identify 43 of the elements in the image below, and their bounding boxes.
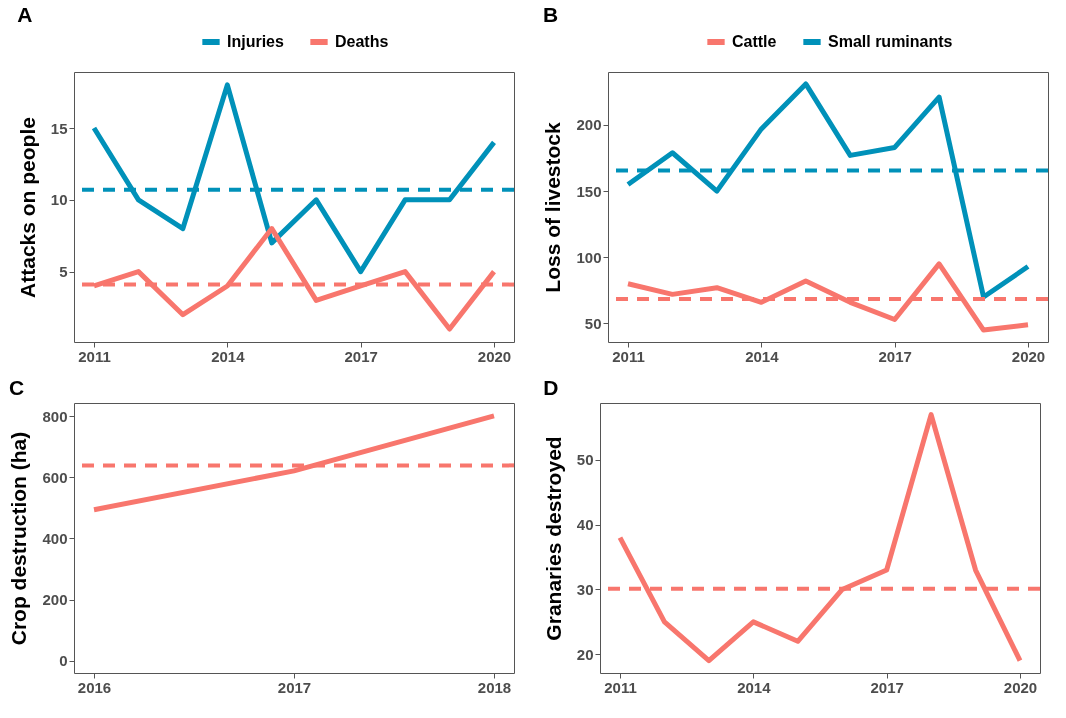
legend-label: Injuries: [227, 33, 285, 50]
y-tick-label: 10: [50, 191, 68, 209]
x-tick-label: 2014: [745, 347, 780, 365]
x-tick-label: 2014: [737, 678, 772, 696]
y-tick-label: 150: [576, 182, 602, 200]
x-tick-label: 2020: [1011, 347, 1046, 365]
x-tick-label: 2016: [77, 678, 112, 696]
x-tick-label: 2017: [870, 678, 904, 696]
x-tick-label: 2017: [277, 678, 312, 696]
legend-label: Cattle: [732, 33, 777, 50]
y-tick-label: 30: [576, 580, 594, 598]
x-tick-label: 2011: [604, 678, 637, 696]
y-tick-label: 0: [59, 652, 68, 670]
x-tick-label: 2020: [1003, 678, 1038, 696]
y-tick-label: 200: [576, 116, 602, 134]
y-tick-label: 600: [42, 468, 68, 486]
chart-title: B: [542, 3, 559, 26]
x-tick-label: 2020: [477, 347, 512, 365]
y-tick-label: 40: [576, 516, 594, 534]
chart-title: A: [17, 3, 33, 26]
x-tick-label: 2011: [78, 347, 111, 365]
y-tick-label: 800: [42, 407, 68, 425]
y-axis-title: Loss of livestock: [541, 121, 565, 293]
x-tick-label: 2014: [211, 347, 246, 365]
chart-title: D: [543, 376, 559, 399]
x-tick-label: 2017: [344, 347, 378, 365]
y-tick-label: 50: [584, 314, 602, 332]
y-tick-label: 200: [42, 591, 68, 609]
y-axis-title: Attacks on people: [15, 117, 39, 298]
x-tick-label: 2017: [878, 347, 912, 365]
y-tick-label: 100: [576, 248, 602, 266]
y-tick-label: 5: [59, 263, 68, 281]
legend-label: Small ruminants: [828, 33, 953, 50]
y-tick-label: 15: [50, 119, 68, 137]
chart-title: C: [8, 376, 25, 399]
legend-label: Deaths: [335, 33, 389, 50]
x-tick-label: 2011: [612, 347, 645, 365]
y-axis-title: Granaries destroyed: [541, 436, 565, 641]
x-tick-label: 2018: [477, 678, 512, 696]
y-axis-title: Crop destruction (ha): [7, 431, 31, 646]
y-tick-label: 400: [42, 529, 68, 547]
y-tick-label: 50: [576, 451, 594, 469]
y-tick-label: 20: [576, 645, 594, 663]
